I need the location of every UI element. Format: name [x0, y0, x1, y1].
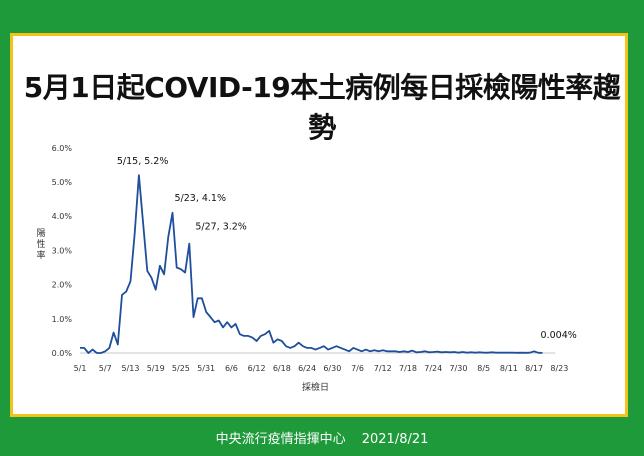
- x-tick-label: 8/17: [525, 364, 543, 373]
- footer: 中央流行疫情指揮中心 2021/8/21: [0, 428, 644, 447]
- x-tick-label: 7/30: [449, 364, 467, 373]
- x-tick-label: 7/18: [399, 364, 417, 373]
- data-annotation: 5/15, 5.2%: [117, 156, 169, 167]
- y-tick-label: 2.0%: [52, 281, 73, 290]
- x-tick-label: 6/24: [298, 364, 316, 373]
- x-tick-label: 5/19: [147, 364, 165, 373]
- data-annotation: 0.004%: [541, 330, 577, 341]
- x-axis-label: 採檢日: [302, 381, 329, 393]
- x-tick-label: 5/25: [172, 364, 190, 373]
- x-tick-label: 5/7: [99, 364, 112, 373]
- chart-title: 5月1日起COVID-19本土病例每日採檢陽性率趨勢: [23, 71, 621, 144]
- x-tick-label: 5/1: [74, 364, 87, 373]
- x-tick-label: 7/6: [351, 364, 364, 373]
- x-tick-label: 7/24: [424, 364, 442, 373]
- y-tick-label: 4.0%: [52, 212, 73, 221]
- x-tick-label: 8/5: [477, 364, 490, 373]
- y-tick-label: 1.0%: [52, 315, 73, 324]
- footer-date: 2021/8/21: [361, 432, 429, 447]
- footer-org: 中央流行疫情指揮中心: [215, 432, 346, 447]
- data-annotation: 5/23, 4.1%: [175, 193, 227, 204]
- data-annotation: 5/27, 3.2%: [195, 222, 247, 233]
- x-tick-label: 6/12: [248, 364, 266, 373]
- x-tick-label: 6/6: [225, 364, 238, 373]
- y-tick-label: 5.0%: [52, 178, 73, 187]
- y-axis-label: 陽性率: [36, 228, 45, 261]
- x-tick-label: 8/11: [500, 364, 518, 373]
- y-tick-label: 6.0%: [52, 144, 73, 153]
- x-tick-label: 6/30: [323, 364, 341, 373]
- y-tick-label: 3.0%: [52, 246, 73, 255]
- y-tick-label: 0.0%: [52, 349, 73, 358]
- x-tick-label: 8/23: [550, 364, 568, 373]
- x-tick-label: 5/31: [197, 364, 215, 373]
- x-tick-label: 6/18: [273, 364, 291, 373]
- x-tick-label: 5/13: [121, 364, 139, 373]
- series-line: [80, 174, 543, 354]
- x-tick-label: 7/12: [374, 364, 392, 373]
